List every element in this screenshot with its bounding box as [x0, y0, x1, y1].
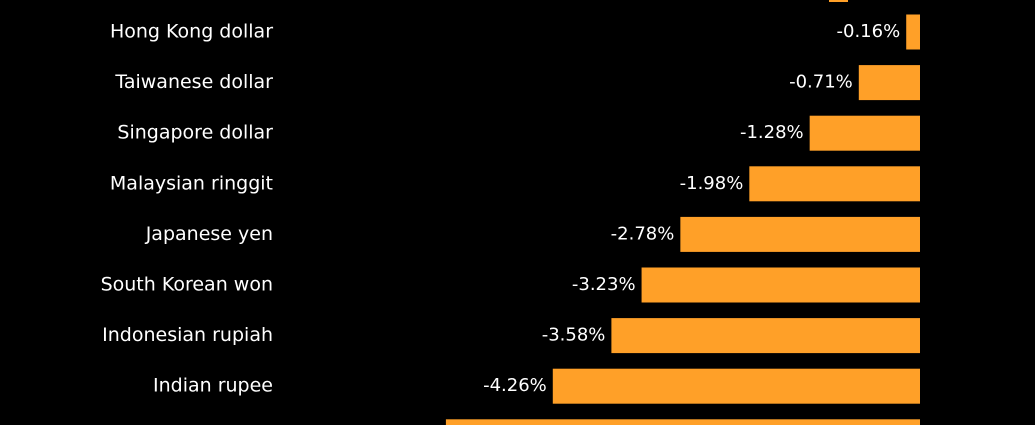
value-label: -3.58% — [542, 325, 606, 346]
value-label: -0.16% — [837, 21, 901, 42]
value-label: -2.78% — [611, 223, 675, 244]
value-label: -1.98% — [680, 173, 744, 194]
bar-partial-top — [829, 0, 848, 2]
bar — [749, 166, 920, 202]
value-label: -3.23% — [572, 274, 636, 295]
bar — [611, 318, 920, 354]
bar — [680, 216, 920, 252]
category-label: Hong Kong dollar — [110, 21, 273, 43]
category-label: Singapore dollar — [117, 122, 273, 144]
bar — [809, 115, 920, 151]
category-label: Indonesian rupiah — [102, 324, 273, 346]
bar — [906, 14, 920, 50]
bar — [858, 65, 920, 101]
category-label: Malaysian ringgit — [110, 172, 273, 194]
value-label: -4.26% — [483, 375, 547, 396]
bar — [445, 419, 920, 425]
category-label: Indian rupee — [153, 375, 273, 397]
bar — [552, 368, 920, 404]
bar — [641, 267, 920, 303]
value-label: -1.28% — [740, 122, 804, 143]
category-label: Japanese yen — [145, 223, 273, 245]
category-label: South Korean won — [101, 274, 273, 296]
value-label: -0.71% — [789, 72, 853, 93]
category-label: Taiwanese dollar — [114, 71, 273, 93]
